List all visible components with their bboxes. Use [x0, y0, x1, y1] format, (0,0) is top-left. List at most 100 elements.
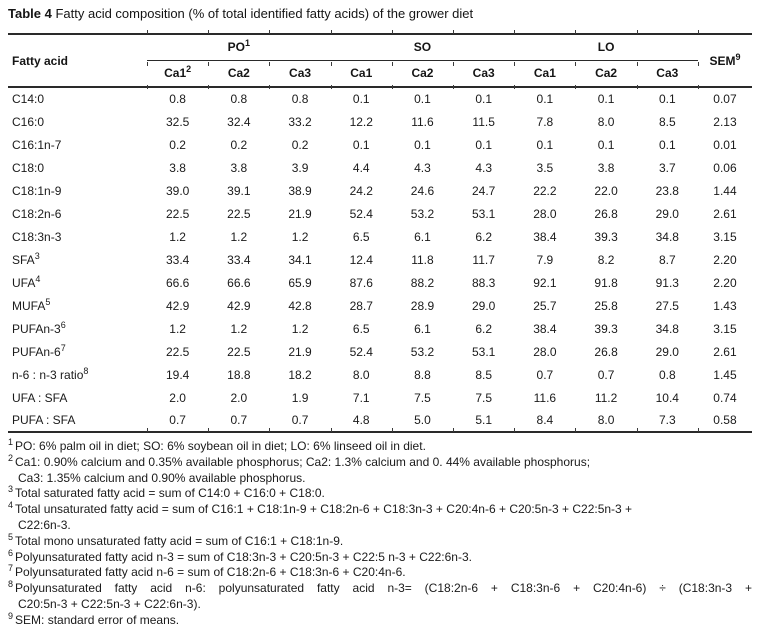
table-row: MUFA5 42.9 42.9 42.8 28.7 28.9 29.0 25.7 25.8 27.… — [8, 294, 752, 317]
table-cell: 25.7 — [533, 298, 557, 313]
table-cell: 91.8 — [594, 275, 618, 290]
footnote: 1 PO: 6% palm oil in diet; SO: 6% soybean… — [8, 437, 426, 454]
table-cell: 0.2 — [291, 137, 309, 152]
table-cell: 38.4 — [533, 321, 557, 336]
table-row: C18:1n-9 39.0 39.1 38.9 24.2 24.6 24.7 22.2 22.0… — [8, 179, 752, 202]
table-cell: 92.1 — [533, 275, 557, 290]
table-cell: 6.1 — [414, 229, 431, 244]
table-cell: 7.1 — [352, 390, 370, 405]
table-cell: 6.2 — [475, 229, 492, 244]
table-cell: 3.8 — [169, 160, 186, 175]
table-cell: 32.4 — [227, 114, 251, 129]
table-cell: 42.9 — [165, 298, 190, 313]
footnote: 3 Total saturated fatty acid = sum of C14… — [8, 484, 325, 501]
table-cell: 0.7 — [597, 367, 615, 382]
column-header-po-ca3: Ca3 — [289, 66, 312, 81]
table-cell: 0.1 — [352, 137, 370, 152]
table-cell: 1.44 — [713, 183, 737, 198]
row-label: PUFAn-67 — [12, 342, 66, 359]
table-cell: 19.4 — [165, 367, 190, 382]
column-tick-marks — [147, 30, 148, 34]
table-cell: 34.8 — [655, 321, 679, 336]
table-cell: 0.1 — [658, 137, 676, 152]
table-cell: 4.8 — [352, 413, 370, 427]
row-label: UFA4 — [12, 273, 41, 290]
table-cell: 88.3 — [471, 275, 496, 290]
table-cell: 0.1 — [352, 92, 370, 106]
column-header-po-ca1: Ca12 — [164, 64, 192, 81]
table-cell: 29.0 — [471, 298, 496, 313]
table-cell: 39.3 — [594, 229, 618, 244]
table-row: C18:3n-3 1.2 1.2 1.2 6.5 6.1 6.2 38.4 39.3 34.8 3.… — [8, 225, 752, 248]
table-cell: 42.9 — [227, 298, 251, 313]
column-group-po: PO1 — [147, 34, 331, 61]
table-cell: 23.8 — [655, 183, 679, 198]
table-cell: 0.01 — [713, 137, 737, 152]
table-cell: 0.1 — [414, 137, 431, 152]
row-label: C16:0 — [12, 114, 45, 129]
table-cell: 6.5 — [352, 321, 370, 336]
table-cell: 22.5 — [227, 344, 251, 359]
table-cell: 12.2 — [349, 114, 373, 129]
table-cell: 8.7 — [658, 252, 676, 267]
table-cell: 39.0 — [165, 183, 190, 198]
footnotes: 1 PO: 6% palm oil in diet; SO: 6% soybean… — [8, 437, 752, 629]
table-cell: 1.2 — [169, 229, 186, 244]
column-header-lo-ca2: Ca2 — [595, 66, 618, 81]
footnote: 4 Total unsaturated fatty acid = sum of C… — [8, 500, 633, 532]
table-row: UFA4 66.6 66.6 65.9 87.6 88.2 88.3 92.1 91.8 91.3… — [8, 271, 752, 294]
subcolumn-header-row: Ca12 Ca2 Ca3 Ca1 Ca2 Ca3 Ca1 Ca2 Ca3 — [8, 60, 752, 87]
table-cell: 3.8 — [597, 160, 615, 175]
table-cell: 0.74 — [713, 390, 737, 405]
table-cell: 7.3 — [658, 413, 676, 427]
table-cell: 0.1 — [475, 137, 492, 152]
table-cell: 0.1 — [597, 92, 615, 106]
table-cell: 0.7 — [536, 367, 554, 382]
table-cell: 33.4 — [165, 252, 190, 267]
table-cell: 21.9 — [288, 206, 312, 221]
column-header-fatty-acid: Fatty acid — [12, 53, 69, 68]
table-cell: 8.4 — [536, 413, 554, 427]
table-cell: 0.1 — [597, 137, 615, 152]
table-cell: 2.0 — [169, 390, 186, 405]
table-cell: 39.3 — [594, 321, 618, 336]
table-row: n-6 : n-3 ratio8 19.4 18.8 18.2 8.0 8.8 8.5 0.7… — [8, 363, 752, 386]
table-cell: 26.8 — [594, 344, 618, 359]
row-label: C16:1n-7 — [12, 137, 62, 152]
table-cell: 2.13 — [713, 114, 737, 129]
table-cell: 0.1 — [414, 92, 431, 106]
row-label: PUFAn-36 — [12, 319, 66, 336]
table-cell: 11.6 — [411, 114, 434, 129]
footnote: 7 Polyunsaturated fatty acid n-6 = sum of… — [8, 563, 406, 580]
table-cell: 28.7 — [349, 298, 373, 313]
table-cell: 3.15 — [713, 321, 737, 336]
column-tick-marks — [147, 428, 148, 432]
table-cell: 21.9 — [288, 344, 312, 359]
table-cell: 26.8 — [594, 206, 618, 221]
table-cell: 24.2 — [349, 183, 373, 198]
row-label: SFA3 — [12, 250, 40, 267]
table-cell: 0.06 — [713, 160, 737, 175]
table-cell: 34.8 — [655, 229, 679, 244]
table-cell: 8.0 — [597, 114, 615, 129]
table-cell: 7.5 — [414, 390, 431, 405]
table-cell: 1.9 — [291, 390, 309, 405]
table-cell: 0.58 — [713, 413, 737, 427]
table-cell: 7.8 — [536, 114, 554, 129]
table-cell: 0.7 — [169, 413, 186, 427]
table-cell: 29.0 — [655, 344, 679, 359]
table-cell: 2.0 — [230, 390, 248, 405]
table-cell: 0.8 — [658, 367, 676, 382]
table-cell: 4.3 — [414, 160, 431, 175]
table-cell: 0.1 — [658, 92, 676, 106]
table-cell: 53.1 — [471, 206, 496, 221]
table-cell: 0.8 — [291, 92, 309, 106]
column-group-so: SO — [330, 34, 515, 61]
table-cell: 18.2 — [288, 367, 312, 382]
table-cell: 8.0 — [597, 413, 615, 427]
table-cell: 24.7 — [471, 183, 496, 198]
table-cell: 3.8 — [230, 160, 248, 175]
row-label: C18:0 — [12, 160, 45, 175]
table-cell: 11.8 — [411, 252, 434, 267]
table-number: Table 4 — [8, 6, 52, 21]
